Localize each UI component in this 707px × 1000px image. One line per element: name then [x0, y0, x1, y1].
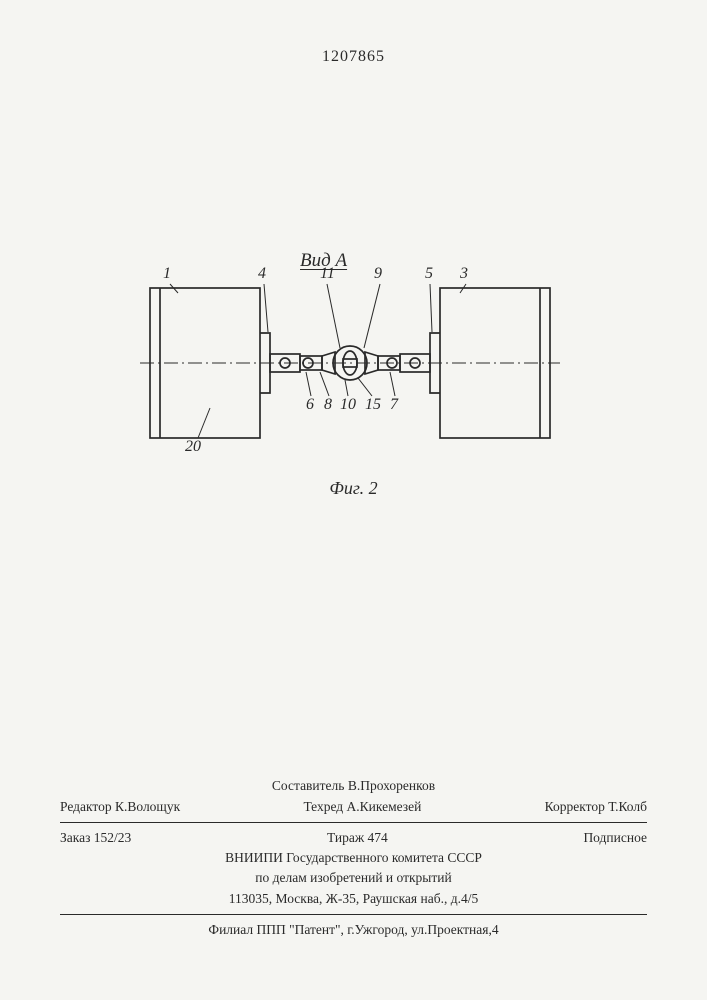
ref-5: 5 [425, 265, 433, 283]
corrector: Корректор Т.Колб [545, 797, 647, 817]
ref-3: 3 [460, 265, 468, 283]
ref-4: 4 [258, 265, 266, 283]
org1: ВНИИПИ Государственного комитета СССР [60, 848, 647, 868]
ref-20: 20 [185, 438, 201, 456]
subscription: Подписное [583, 828, 647, 848]
rule-2 [60, 914, 647, 915]
circulation: Тираж 474 [327, 828, 388, 848]
ref-9: 9 [374, 265, 382, 283]
ref-15: 15 [365, 396, 381, 414]
ref-1: 1 [163, 265, 171, 283]
ref-7: 7 [390, 396, 398, 414]
editor: Редактор К.Волощук [60, 797, 180, 817]
ref-6: 6 [306, 396, 314, 414]
order: Заказ 152/23 [60, 828, 131, 848]
ref-10: 10 [340, 396, 356, 414]
org2: по делам изобретений и открытий [60, 868, 647, 888]
figure: 1 4 11 9 5 3 6 8 10 15 7 20 [130, 268, 570, 468]
rule-1 [60, 822, 647, 823]
figure-caption: Фиг. 2 [0, 478, 707, 499]
patent-number: 1207865 [0, 48, 707, 66]
address1: 113035, Москва, Ж-35, Раушская наб., д.4… [60, 889, 647, 909]
ref-11: 11 [320, 265, 335, 283]
ref-8: 8 [324, 396, 332, 414]
footer: Составитель В.Прохоренков Редактор К.Вол… [60, 776, 647, 940]
branch: Филиал ППП "Патент", г.Ужгород, ул.Проек… [60, 920, 647, 940]
tech: Техред А.Кикемезей [303, 797, 421, 817]
compiler: Составитель В.Прохоренков [60, 776, 647, 796]
